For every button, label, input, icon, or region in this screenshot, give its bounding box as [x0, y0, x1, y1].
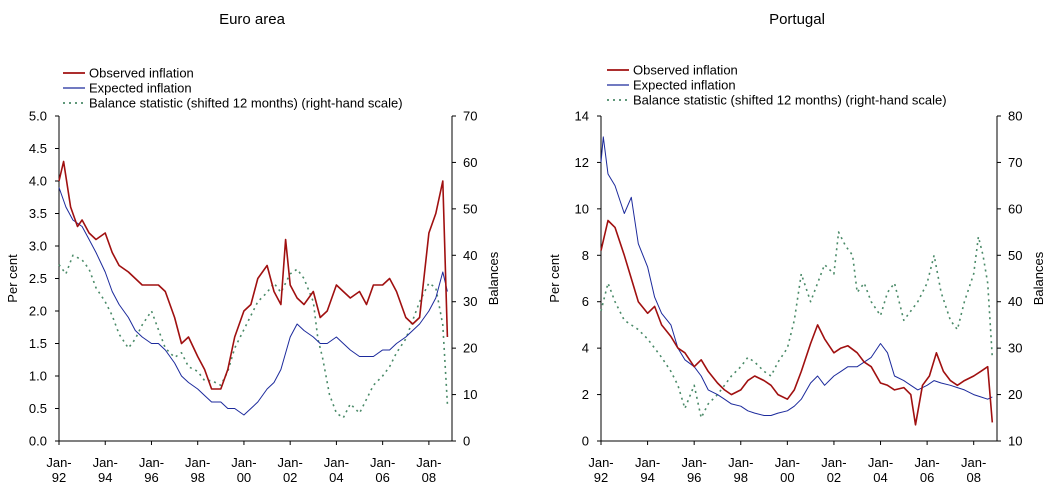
portugal-left-tick-label: 6	[582, 294, 589, 309]
portugal-x-tick-label: Jan-	[961, 455, 986, 470]
euro-x-tick-label-year: 92	[52, 470, 66, 485]
euro-left-tick-label: 3.0	[29, 239, 47, 254]
portugal-left-tick-label: 4	[582, 341, 589, 356]
portugal-x-tick-label-year: 92	[594, 470, 608, 485]
euro-x-tick-label-year: 98	[190, 470, 204, 485]
portugal-x-tick-label-year: 96	[687, 470, 701, 485]
portugal-x-tick-label-year: 00	[780, 470, 794, 485]
portugal-x-tick-label: Jan-	[728, 455, 753, 470]
euro-left-tick-label: 0.0	[29, 434, 47, 449]
portugal-right-tick-label: 60	[1008, 201, 1022, 216]
portugal-balance-statistic-line	[600, 231, 994, 419]
euro-expected-inflation-line	[58, 187, 448, 416]
portugal-x-tick-label-year: 98	[734, 470, 748, 485]
euro-area-chart: Euro area 0.0 0.5 1.0 1.5 2.0 2.5 3.0 3.5 4.0 4.5 5…	[5, 11, 501, 485]
euro-x-tick-label-year: 06	[375, 470, 389, 485]
portugal-x-tick-label: Jan-	[635, 455, 660, 470]
euro-left-tick-label: 5.0	[29, 109, 47, 124]
euro-right-tick-label: 20	[463, 341, 477, 356]
euro-chart-title: Euro area	[219, 11, 286, 28]
euro-legend-label-expected-inflation: Expected inflation	[89, 81, 192, 96]
portugal-x-tick-label-year: 04	[873, 470, 887, 485]
euro-y2label: Balances	[486, 251, 501, 305]
portugal-observed-inflation-line	[600, 219, 994, 426]
euro-x-tick-label: Jan-	[324, 455, 349, 470]
portugal-x-tick-label: Jan-	[914, 455, 939, 470]
portugal-left-tick-label: 12	[575, 155, 589, 170]
euro-left-tick-label: 3.5	[29, 206, 47, 221]
portugal-right-tick-label: 20	[1008, 387, 1022, 402]
portugal-right-tick-label: 10	[1008, 434, 1022, 449]
portugal-expected-inflation-line	[600, 136, 993, 416]
euro-legend-label-balance-statistic: Balance statistic (shifted 12 months) (r…	[89, 96, 403, 111]
euro-left-tick-label: 0.5	[29, 401, 47, 416]
portugal-x-tick-label: Jan-	[868, 455, 893, 470]
portugal-right-tick-label: 50	[1008, 248, 1022, 263]
euro-left-tick-label: 1.0	[29, 369, 47, 384]
euro-x-tick-label-year: 00	[237, 470, 251, 485]
portugal-right-tick-label: 70	[1008, 155, 1022, 170]
euro-x-tick-label-year: 94	[98, 470, 112, 485]
portugal-x-tick-label-year: 08	[966, 470, 980, 485]
portugal-chart: Portugal024681012141020304050607080Jan-9…	[547, 11, 1046, 485]
euro-left-tick-label: 2.5	[29, 271, 47, 286]
euro-x-tick-label-year: 04	[329, 470, 343, 485]
euro-right-tick-label: 40	[463, 248, 477, 263]
portugal-right-tick-label: 30	[1008, 341, 1022, 356]
euro-x-tick-label: Jan-	[416, 455, 441, 470]
euro-observed-inflation-line	[58, 160, 449, 390]
portugal-legend-label-observed-inflation: Observed inflation	[633, 63, 738, 78]
portugal-x-tick-label: Jan-	[588, 455, 613, 470]
euro-right-tick-label: 0	[463, 434, 470, 449]
euro-left-tick-label: 2.0	[29, 304, 47, 319]
euro-x-tick-label-year: 08	[422, 470, 436, 485]
portugal-x-tick-label-year: 94	[640, 470, 654, 485]
euro-x-tick-label: Jan-	[185, 455, 210, 470]
euro-x-tick-label-year: 96	[144, 470, 158, 485]
portugal-chart-title: Portugal	[769, 11, 825, 28]
euro-left-tick-label: 4.5	[29, 141, 47, 156]
portugal-left-tick-label: 8	[582, 248, 589, 263]
portugal-x-tick-label: Jan-	[821, 455, 846, 470]
euro-right-tick-label: 30	[463, 294, 477, 309]
portugal-legend-label-expected-inflation: Expected inflation	[633, 78, 736, 93]
euro-x-tick-label: Jan-	[370, 455, 395, 470]
portugal-x-tick-label-year: 06	[920, 470, 934, 485]
portugal-left-tick-label: 14	[575, 109, 589, 124]
portugal-x-tick-label-year: 02	[827, 470, 841, 485]
euro-legend-label-observed-inflation: Observed inflation	[89, 66, 194, 81]
portugal-right-tick-label: 40	[1008, 294, 1022, 309]
portugal-x-tick-label: Jan-	[682, 455, 707, 470]
portugal-left-tick-label: 2	[582, 387, 589, 402]
euro-x-tick-label: Jan-	[93, 455, 118, 470]
portugal-right-tick-label: 80	[1008, 109, 1022, 124]
euro-x-tick-label: Jan-	[139, 455, 164, 470]
euro-right-tick-label: 10	[463, 387, 477, 402]
euro-x-tick-label: Jan-	[46, 455, 71, 470]
portugal-y2label: Balances	[1031, 251, 1046, 305]
euro-left-tick-label: 1.5	[29, 336, 47, 351]
euro-left-tick-label: 4.0	[29, 174, 47, 189]
euro-x-tick-label: Jan-	[231, 455, 256, 470]
euro-x-tick-label: Jan-	[278, 455, 303, 470]
portugal-left-tick-label: 10	[575, 201, 589, 216]
euro-x-tick-label-year: 02	[283, 470, 297, 485]
euro-right-tick-label: 70	[463, 109, 477, 124]
portugal-left-tick-label: 0	[582, 434, 589, 449]
euro-ylabel: Per cent	[5, 254, 20, 303]
euro-right-tick-label: 60	[463, 155, 477, 170]
portugal-legend-label-balance-statistic: Balance statistic (shifted 12 months) (r…	[633, 93, 947, 108]
euro-right-tick-label: 50	[463, 201, 477, 216]
portugal-ylabel: Per cent	[547, 254, 562, 303]
portugal-x-tick-label: Jan-	[775, 455, 800, 470]
